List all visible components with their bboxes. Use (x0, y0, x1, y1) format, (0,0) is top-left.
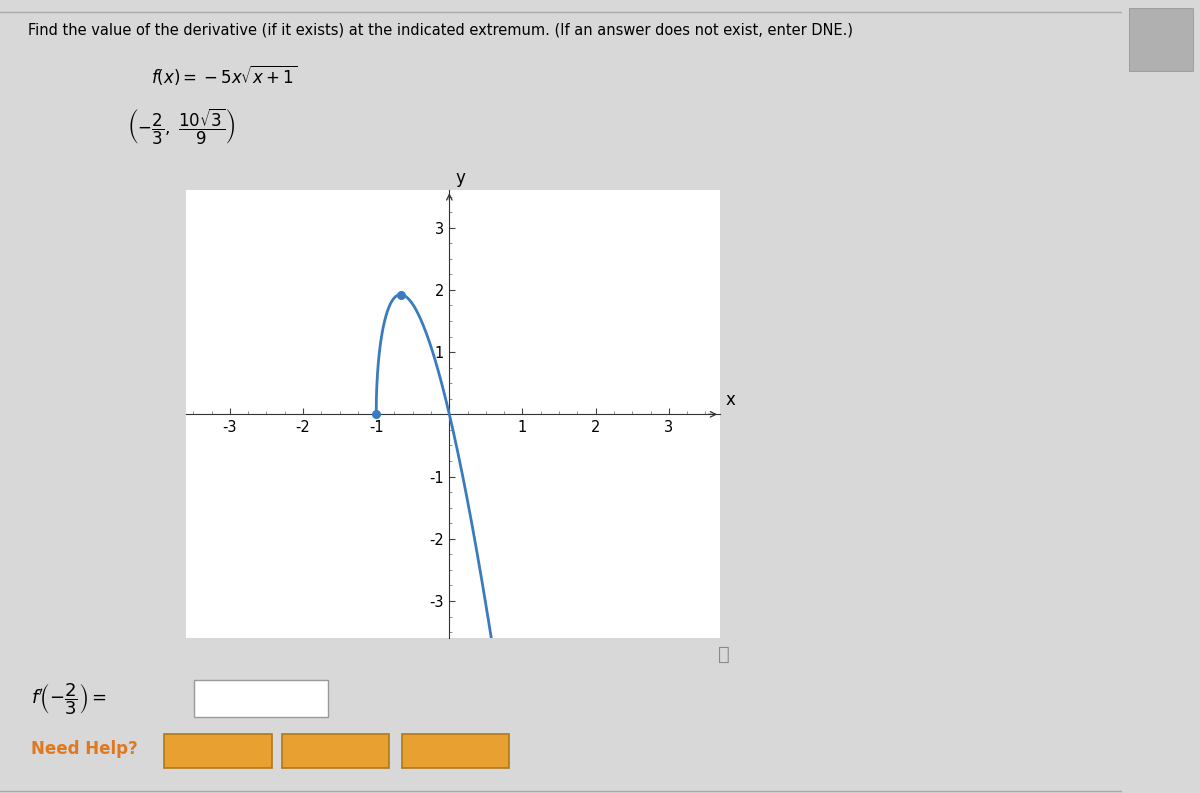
Text: y: y (455, 169, 466, 187)
FancyBboxPatch shape (194, 680, 328, 717)
Text: x: x (726, 392, 736, 409)
Text: $f(x) = -5x\sqrt{x+1}$: $f(x) = -5x\sqrt{x+1}$ (151, 63, 298, 87)
FancyBboxPatch shape (282, 734, 389, 768)
Text: $f'\!\left(-\dfrac{2}{3}\right) =$: $f'\!\left(-\dfrac{2}{3}\right) =$ (31, 682, 107, 717)
Text: $\left(-\dfrac{2}{3},\ \dfrac{10\sqrt{3}}{9}\right)$: $\left(-\dfrac{2}{3},\ \dfrac{10\sqrt{3}… (127, 107, 235, 147)
FancyBboxPatch shape (164, 734, 271, 768)
Text: Need Help?: Need Help? (31, 741, 138, 758)
Text: Master It: Master It (428, 745, 484, 757)
Text: ⓘ: ⓘ (718, 645, 730, 664)
FancyBboxPatch shape (1129, 8, 1193, 71)
Text: Read It: Read It (196, 745, 240, 757)
Text: Find the value of the derivative (if it exists) at the indicated extremum. (If a: Find the value of the derivative (if it … (28, 22, 853, 37)
Text: Watch It: Watch It (310, 745, 361, 757)
FancyBboxPatch shape (402, 734, 509, 768)
